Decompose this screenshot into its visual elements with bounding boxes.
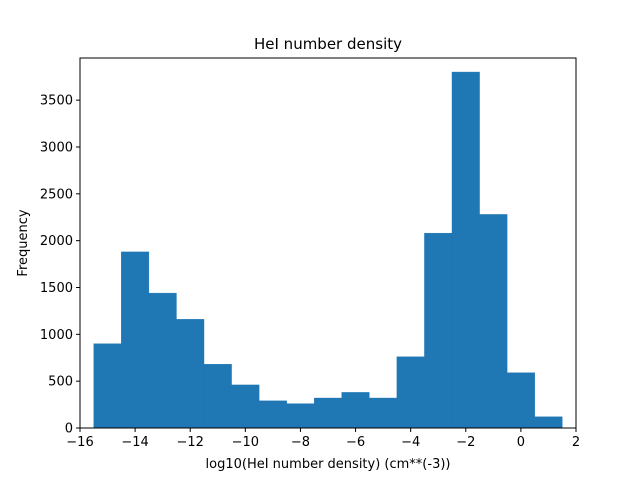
x-tick-label: −2 — [456, 435, 475, 450]
x-tick-label: 2 — [572, 435, 580, 450]
y-tick-label: 3500 — [40, 94, 73, 109]
histogram-bar — [534, 416, 563, 429]
x-tick-label: −16 — [66, 435, 93, 450]
bars-group — [93, 71, 563, 429]
x-tick-label: −8 — [291, 435, 310, 450]
histogram-bar — [396, 356, 425, 429]
x-tick-label: 0 — [517, 435, 525, 450]
histogram-bar — [424, 232, 453, 429]
histogram-bar — [121, 251, 150, 429]
histogram-bar — [231, 384, 260, 429]
x-tick-label: −12 — [177, 435, 204, 450]
y-axis-label: Frequency — [16, 209, 31, 276]
histogram-bar — [258, 400, 287, 429]
x-tick-label: −10 — [232, 435, 259, 450]
x-axis-ticks: −16 −14 −12 −10 −8 −6 −4 −2 0 2 — [66, 428, 580, 450]
y-tick-label: 0 — [65, 422, 73, 437]
y-tick-label: 1500 — [40, 281, 73, 296]
x-tick-label: −14 — [121, 435, 148, 450]
histogram-bar — [148, 292, 177, 429]
histogram-bar — [203, 364, 232, 429]
y-axis-ticks: 0 500 1000 1500 2000 2500 3000 3500 — [40, 94, 80, 437]
y-tick-label: 2000 — [40, 234, 73, 249]
y-tick-label: 2500 — [40, 187, 73, 202]
plot-frame — [79, 57, 577, 429]
x-tick-label: −4 — [401, 435, 420, 450]
histogram-bar — [314, 397, 342, 429]
histogram-bar — [176, 319, 205, 429]
histogram-bar — [341, 392, 370, 429]
y-tick-label: 3000 — [40, 140, 73, 155]
chart-title: HeI number density — [254, 35, 402, 53]
y-tick-label: 1000 — [40, 328, 73, 343]
histogram-bar — [93, 343, 122, 429]
histogram-bar — [286, 403, 315, 429]
histogram-bar — [451, 71, 480, 429]
x-tick-label: −6 — [346, 435, 365, 450]
histogram-bar — [506, 372, 535, 429]
y-tick-label: 500 — [48, 375, 73, 390]
x-axis-label: log10(HeI number density) (cm**(-3)) — [206, 457, 451, 472]
histogram-bar — [369, 397, 398, 429]
histogram-bar — [479, 214, 508, 429]
